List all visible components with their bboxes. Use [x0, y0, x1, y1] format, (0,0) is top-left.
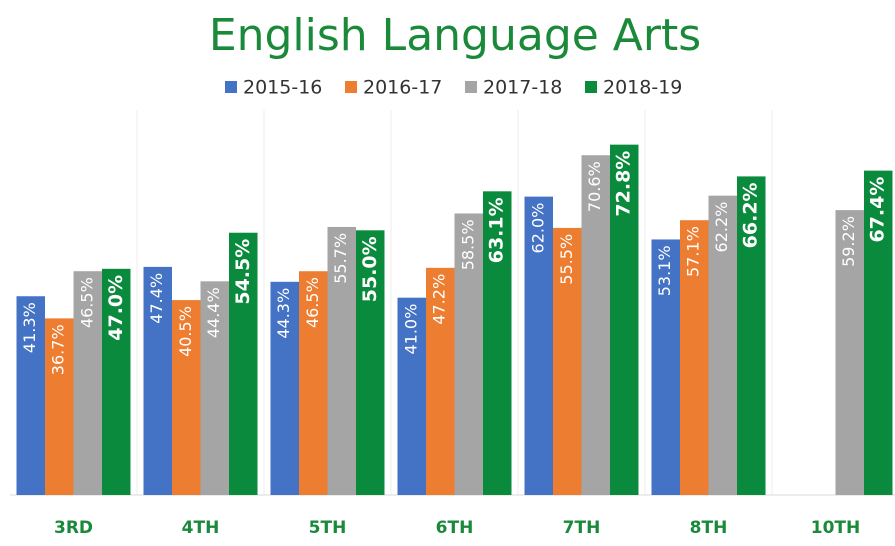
legend-swatch: [465, 81, 477, 93]
bar: [270, 281, 299, 495]
legend-label: 2017-18: [483, 77, 562, 99]
bar: [356, 230, 385, 495]
data-label: 72.8%: [613, 151, 635, 217]
x-tick-label: 10TH: [811, 518, 860, 538]
data-label: 55.0%: [359, 236, 381, 302]
data-label: 58.5%: [458, 219, 477, 270]
bar: [651, 239, 680, 495]
x-tick-label: 6TH: [436, 518, 474, 538]
chart-title: English Language Arts: [209, 10, 701, 61]
data-label: 62.2%: [712, 202, 731, 253]
bar: [200, 281, 229, 495]
data-label: 67.4%: [867, 177, 889, 243]
bar: [73, 271, 102, 495]
data-label: 66.2%: [740, 182, 762, 248]
data-label: 59.2%: [839, 216, 858, 267]
legend-label: 2016-17: [363, 77, 442, 99]
bar: [229, 232, 258, 495]
data-label: 63.1%: [486, 197, 508, 263]
legend-swatch: [345, 81, 357, 93]
bar: [708, 195, 737, 495]
data-label: 44.3%: [274, 288, 293, 339]
data-label: 53.1%: [655, 245, 674, 296]
bar: [581, 155, 610, 496]
bar: [835, 210, 864, 495]
data-label: 41.3%: [20, 302, 39, 353]
data-label: 44.4%: [204, 287, 223, 338]
data-label: 46.5%: [77, 277, 96, 328]
bar: [483, 191, 512, 496]
bar: [299, 271, 328, 495]
bar: [454, 213, 483, 495]
x-tick-label: 5TH: [309, 518, 347, 538]
bar: [864, 170, 893, 495]
bar: [426, 267, 455, 495]
bar: [102, 268, 131, 495]
legend-label: 2018-19: [603, 77, 682, 99]
bar: [553, 227, 582, 495]
legend-swatch: [225, 81, 237, 93]
bar: [172, 300, 201, 495]
x-tick-label: 4TH: [182, 518, 220, 538]
bar: [327, 226, 356, 495]
data-label: 55.5%: [557, 234, 576, 285]
x-tick-label: 7TH: [563, 518, 601, 538]
data-label: 47.2%: [430, 274, 449, 325]
data-label: 62.0%: [528, 203, 547, 254]
bar: [524, 196, 553, 495]
data-label: 47.0%: [105, 275, 127, 341]
bar: [45, 318, 74, 495]
legend-label: 2015-16: [243, 77, 322, 99]
data-label: 54.5%: [232, 239, 254, 305]
data-label: 46.5%: [303, 277, 322, 328]
data-label: 36.7%: [49, 324, 68, 375]
bar: [737, 176, 766, 495]
data-label: 57.1%: [684, 226, 703, 277]
data-label: 40.5%: [176, 306, 195, 357]
x-tick-label: 3RD: [54, 518, 93, 538]
data-label: 47.4%: [147, 273, 166, 324]
data-label: 70.6%: [585, 161, 604, 212]
legend-swatch: [585, 81, 597, 93]
data-label: 41.0%: [401, 304, 420, 355]
bar: [680, 220, 709, 496]
bar: [143, 266, 172, 495]
bar: [610, 144, 639, 495]
bar: [397, 297, 426, 495]
bar: [16, 296, 45, 495]
x-tick-label: 8TH: [690, 518, 728, 538]
data-label: 55.7%: [331, 233, 350, 284]
